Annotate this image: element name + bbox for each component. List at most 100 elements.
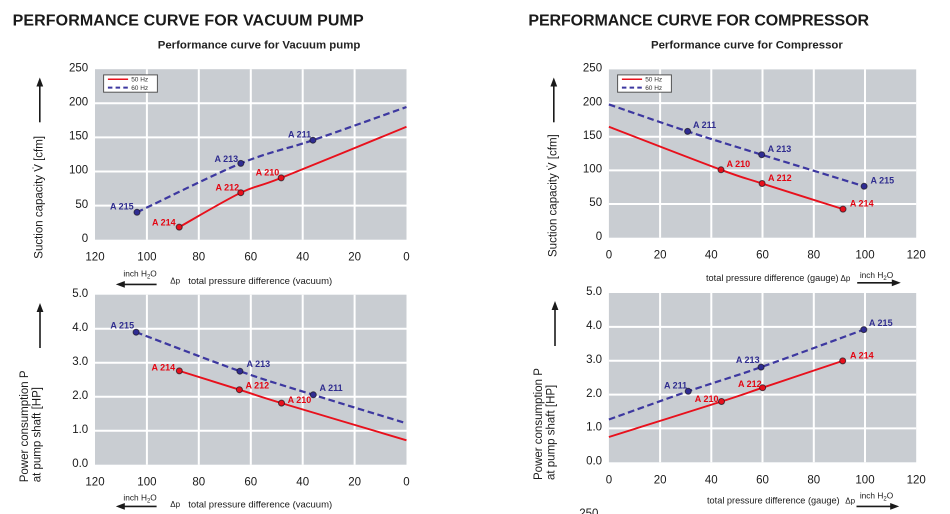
svg-text:200: 200 — [69, 97, 88, 109]
svg-text:PERFORMANCE CURVE FOR VACUUM P: PERFORMANCE CURVE FOR VACUUM PUMP — [13, 12, 364, 29]
svg-text:1.0: 1.0 — [586, 422, 602, 434]
svg-text:0.0: 0.0 — [72, 458, 88, 470]
svg-text:100: 100 — [855, 250, 874, 262]
svg-text:50: 50 — [75, 199, 88, 211]
svg-text:100: 100 — [583, 164, 602, 176]
svg-text:Δp: Δp — [170, 277, 180, 286]
svg-text:Δp: Δp — [170, 500, 180, 509]
svg-text:4.0: 4.0 — [586, 320, 602, 332]
svg-text:A 215: A 215 — [110, 202, 134, 212]
svg-text:120: 120 — [907, 250, 926, 262]
svg-text:A 210: A 210 — [695, 394, 719, 404]
svg-text:A 211: A 211 — [288, 130, 311, 140]
svg-text:total pressure difference (gau: total pressure difference (gauge) — [706, 273, 839, 283]
svg-text:0: 0 — [596, 231, 602, 243]
svg-text:A 212: A 212 — [216, 183, 240, 193]
svg-text:Performance curve for Compress: Performance curve for Compressor — [651, 40, 843, 52]
svg-text:80: 80 — [192, 252, 205, 264]
svg-text:80: 80 — [807, 474, 820, 486]
svg-text:total pressure difference (gau: total pressure difference (gauge) — [707, 495, 840, 505]
svg-text:120: 120 — [907, 474, 926, 486]
svg-text:inch H2O: inch H2O — [123, 492, 157, 504]
svg-text:3.0: 3.0 — [72, 356, 88, 368]
svg-text:80: 80 — [192, 477, 205, 489]
svg-text:Δp: Δp — [841, 274, 851, 283]
svg-text:A 210: A 210 — [288, 395, 312, 405]
svg-text:A 212: A 212 — [738, 379, 762, 389]
svg-text:60: 60 — [244, 252, 257, 264]
svg-text:A 212: A 212 — [768, 173, 792, 183]
svg-text:20: 20 — [654, 474, 667, 486]
svg-text:60: 60 — [244, 477, 257, 489]
svg-text:4.0: 4.0 — [72, 322, 88, 334]
svg-text:50 Hz: 50 Hz — [131, 77, 148, 84]
svg-text:150: 150 — [583, 130, 602, 142]
svg-text:20: 20 — [654, 250, 667, 262]
svg-text:A 211: A 211 — [320, 383, 343, 393]
svg-text:250: 250 — [583, 63, 602, 75]
svg-text:0: 0 — [606, 250, 612, 262]
svg-text:80: 80 — [807, 250, 820, 262]
svg-text:A 214: A 214 — [850, 350, 874, 360]
svg-text:150: 150 — [69, 131, 88, 143]
svg-text:60 Hz: 60 Hz — [131, 85, 148, 92]
svg-text:0: 0 — [606, 474, 612, 486]
svg-text:100: 100 — [137, 252, 156, 264]
svg-text:0: 0 — [403, 477, 409, 489]
svg-text:1.0: 1.0 — [72, 424, 88, 436]
svg-text:A 215: A 215 — [110, 321, 134, 331]
svg-text:120: 120 — [85, 252, 104, 264]
svg-text:0.0: 0.0 — [586, 456, 602, 468]
svg-text:40: 40 — [296, 252, 309, 264]
svg-text:40: 40 — [705, 474, 718, 486]
svg-text:A 210: A 210 — [256, 168, 280, 178]
svg-text:5.0: 5.0 — [72, 288, 88, 300]
svg-text:3.0: 3.0 — [586, 354, 602, 366]
svg-text:inch H2O: inch H2O — [860, 270, 894, 282]
svg-text:250: 250 — [69, 62, 88, 74]
svg-text:Performance curve for Vacuum p: Performance curve for Vacuum pump — [158, 40, 361, 52]
svg-text:A 213: A 213 — [768, 144, 792, 154]
svg-text:A 213: A 213 — [736, 355, 760, 365]
svg-text:PERFORMANCE CURVE FOR COMPRESS: PERFORMANCE CURVE FOR COMPRESSOR — [528, 12, 869, 29]
svg-text:A 213: A 213 — [247, 359, 271, 369]
svg-text:20: 20 — [348, 477, 361, 489]
svg-text:Suction capacity V̇ [cfm]: Suction capacity V̇ [cfm] — [547, 134, 560, 257]
svg-text:A 215: A 215 — [869, 318, 893, 328]
svg-text:Power consumption P: Power consumption P — [19, 370, 31, 482]
svg-text:Power consumption P: Power consumption P — [533, 368, 545, 480]
svg-text:A 214: A 214 — [152, 218, 176, 228]
svg-text:50 Hz: 50 Hz — [645, 77, 662, 84]
svg-text:120: 120 — [85, 477, 104, 489]
svg-text:total pressure difference (vac: total pressure difference (vacuum) — [188, 276, 332, 287]
svg-text:at pump shaft [HP]: at pump shaft [HP] — [546, 385, 558, 480]
svg-text:inch H2O: inch H2O — [860, 491, 894, 503]
svg-text:Δp: Δp — [845, 496, 855, 505]
svg-text:100: 100 — [855, 474, 874, 486]
svg-text:A 211: A 211 — [693, 120, 716, 130]
svg-text:at pump shaft [HP]: at pump shaft [HP] — [32, 387, 44, 482]
svg-text:100: 100 — [137, 477, 156, 489]
svg-text:2.0: 2.0 — [586, 388, 602, 400]
svg-text:20: 20 — [348, 252, 361, 264]
svg-text:A 214: A 214 — [850, 198, 874, 208]
svg-text:inch H2O: inch H2O — [123, 268, 157, 280]
svg-text:100: 100 — [69, 165, 88, 177]
svg-text:2.0: 2.0 — [72, 390, 88, 402]
svg-text:A 214: A 214 — [152, 363, 176, 373]
svg-text:A 211: A 211 — [664, 381, 687, 391]
svg-text:total pressure difference (vac: total pressure difference (vacuum) — [188, 499, 332, 510]
svg-text:A 210: A 210 — [727, 159, 751, 169]
svg-text:0: 0 — [403, 252, 409, 264]
svg-text:60 Hz: 60 Hz — [645, 85, 662, 92]
svg-text:40: 40 — [296, 477, 309, 489]
svg-text:50: 50 — [589, 197, 602, 209]
svg-text:A 212: A 212 — [246, 381, 270, 391]
svg-text:Suction capacity V̇ [cfm]: Suction capacity V̇ [cfm] — [33, 136, 46, 259]
svg-text:0: 0 — [82, 233, 88, 245]
svg-text:5.0: 5.0 — [586, 286, 602, 298]
svg-text:40: 40 — [705, 250, 718, 262]
svg-text:250: 250 — [579, 508, 598, 514]
svg-text:A 215: A 215 — [871, 176, 895, 186]
svg-text:200: 200 — [583, 96, 602, 108]
